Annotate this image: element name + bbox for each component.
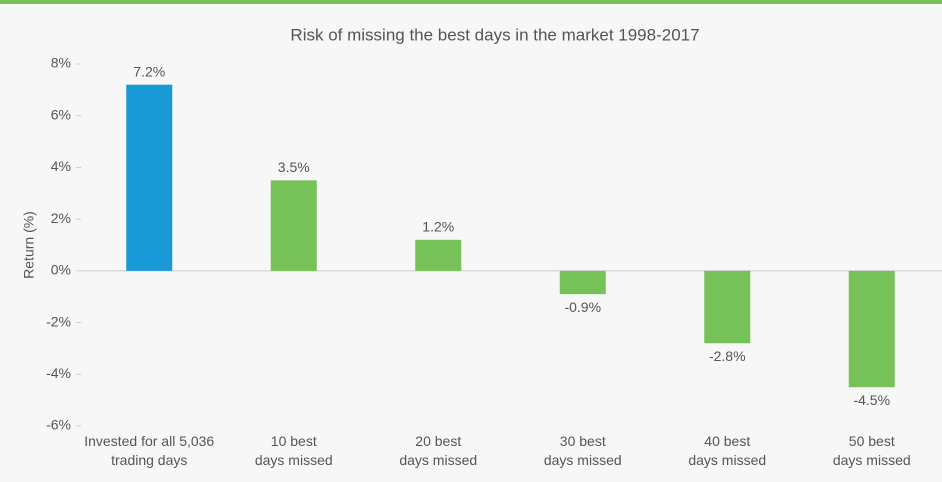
x-tick-line: days missed — [544, 452, 622, 468]
x-tick-label: 40 best days missed — [688, 433, 766, 468]
x-tick-line: trading days — [111, 452, 187, 468]
y-tick-label: -2% — [46, 313, 71, 329]
x-tick-line: days missed — [833, 452, 911, 468]
x-tick-line: Invested for all 5,036 — [84, 433, 214, 449]
x-tick-line: days missed — [688, 452, 766, 468]
data-label: -0.9% — [564, 299, 601, 315]
y-tick-label: 8% — [51, 55, 71, 71]
x-tick-label: 10 best days missed — [255, 433, 333, 468]
x-tick-line: 20 best — [415, 433, 461, 449]
bar — [270, 180, 317, 271]
x-tick-label: 50 best days missed — [833, 433, 911, 468]
data-label: -4.5% — [853, 392, 890, 408]
data-label: -2.8% — [709, 348, 746, 364]
x-tick-line: 40 best — [704, 433, 750, 449]
data-label: 3.5% — [278, 159, 310, 175]
top-border — [0, 0, 942, 4]
chart-title: Risk of missing the best days in the mar… — [290, 25, 699, 44]
x-tick-label: 30 best days missed — [544, 433, 622, 468]
x-tick-label: 20 best days missed — [399, 433, 477, 468]
y-axis-label: Return (%) — [21, 211, 37, 279]
bar — [415, 239, 462, 271]
bar — [559, 270, 606, 295]
y-tick-label: 0% — [51, 262, 71, 278]
bar — [126, 84, 173, 271]
y-tick-label: 6% — [51, 106, 71, 122]
bar — [848, 270, 895, 388]
x-tick-line: days missed — [399, 452, 477, 468]
x-tick-label: Invested for all 5,036 trading days — [84, 433, 214, 468]
y-tick-label: -6% — [46, 417, 71, 433]
y-tick-label: -4% — [46, 365, 71, 381]
y-tick-label: 4% — [51, 158, 71, 174]
bar — [704, 270, 751, 344]
x-tick-line: 50 best — [849, 433, 895, 449]
data-label: 1.2% — [422, 219, 454, 235]
data-label: 7.2% — [133, 63, 165, 79]
x-tick-line: 30 best — [560, 433, 606, 449]
x-tick-line: days missed — [255, 452, 333, 468]
y-tick-label: 2% — [51, 210, 71, 226]
x-tick-line: 10 best — [271, 433, 317, 449]
